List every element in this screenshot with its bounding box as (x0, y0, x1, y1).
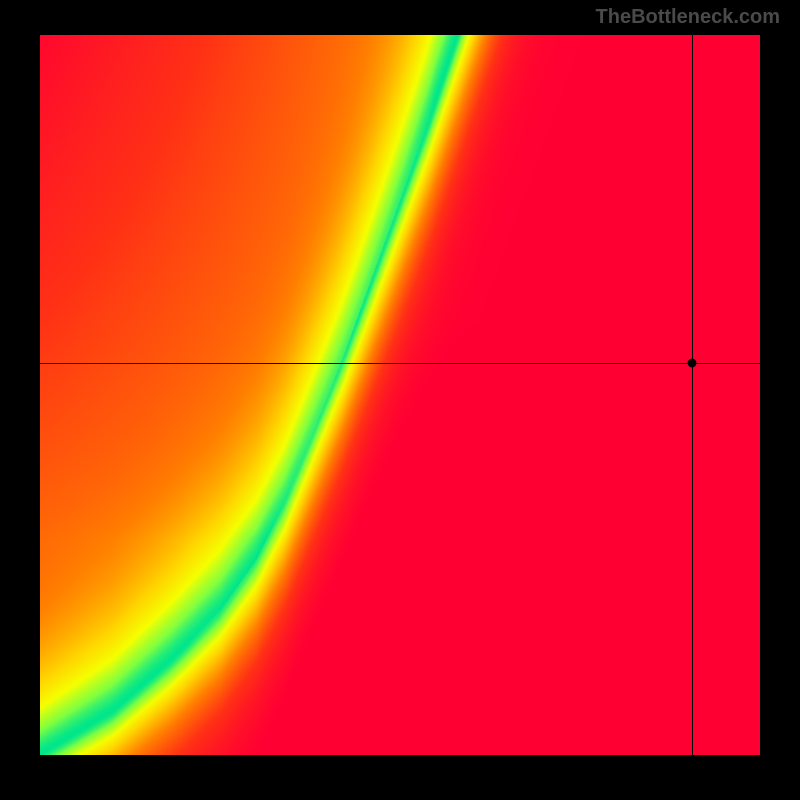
plot-area (40, 35, 760, 755)
crosshair-horizontal (40, 363, 760, 364)
crosshair-marker (687, 358, 696, 367)
watermark-text: TheBottleneck.com (596, 6, 780, 29)
heatmap-canvas (40, 35, 760, 755)
crosshair-vertical (692, 35, 693, 755)
